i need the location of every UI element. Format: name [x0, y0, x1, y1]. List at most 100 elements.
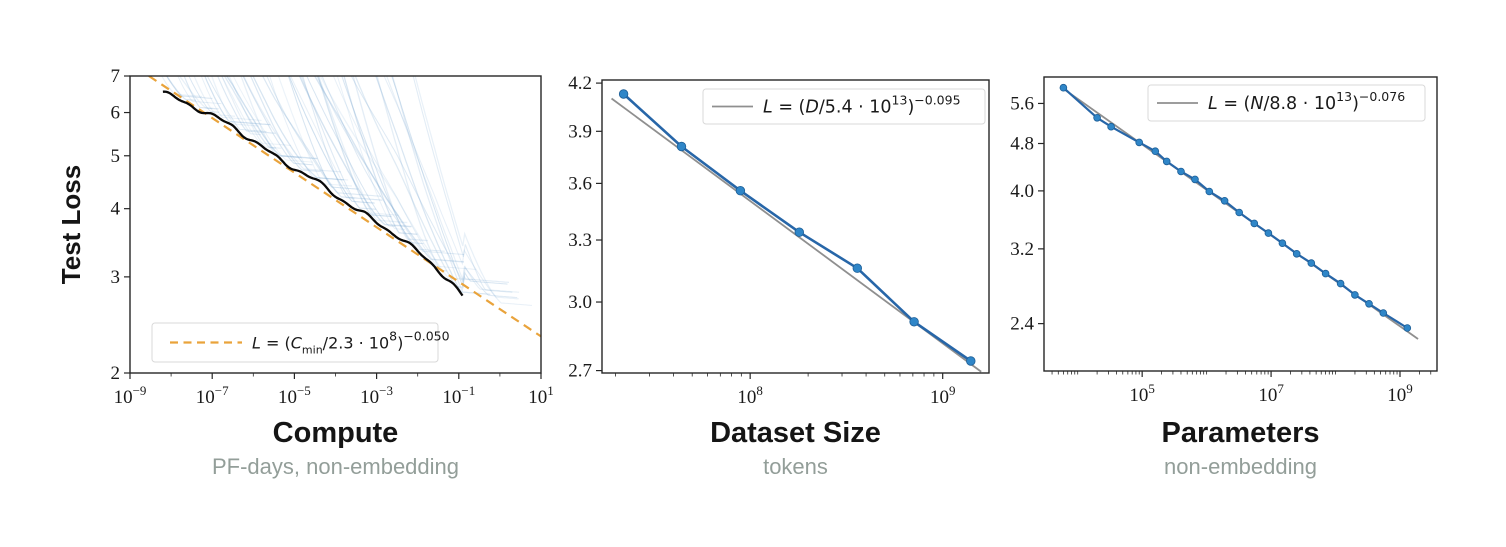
learning-curve: [391, 76, 510, 293]
x-tick-label: 10−3: [360, 383, 393, 408]
data-point: [966, 356, 976, 366]
data-point: [1250, 219, 1259, 228]
learning-curve: [318, 76, 408, 224]
learning-curve: [221, 76, 262, 136]
data-point: [1365, 299, 1373, 308]
data-point: [1321, 269, 1330, 278]
learning-curve: [386, 76, 520, 293]
x-tick-label: 10−9: [114, 383, 147, 408]
learning-curve: [414, 76, 519, 300]
data-point: [676, 141, 687, 152]
learning-curve: [383, 76, 533, 306]
learning-curve: [317, 76, 392, 218]
learning-curve: [225, 76, 318, 160]
learning-curve: [177, 76, 222, 105]
y-tick-label: 5.6: [1010, 93, 1034, 114]
learning-curve: [269, 76, 349, 181]
data-point: [1292, 250, 1301, 258]
y-tick-label: 3.6: [568, 173, 592, 194]
data-point: [1107, 122, 1115, 131]
learning-curve: [221, 76, 292, 146]
panel-parameters: 105 107 109 5.6 4.8 4.0 3.2 2.4 Parameters non-em…: [1010, 76, 1438, 479]
x-tick-label: 105: [1129, 381, 1155, 406]
x-tick-label: 101: [528, 383, 554, 408]
learning-curve: [332, 76, 477, 270]
legend-fit-formula: L = (Cmin/2.3 · 108)−0.050: [252, 329, 450, 357]
panel-compute: 10−9 10−7 10−5 10−3 10−1 101 7 6 5 4 3 2 Compute PF-d…: [56, 66, 554, 479]
y-tick-label: 4: [111, 199, 121, 220]
learning-curve: [354, 76, 463, 288]
axes-spines: [601, 79, 990, 374]
learning-curve: [223, 76, 276, 149]
data-point: [1135, 138, 1143, 147]
learning-curve: [228, 76, 282, 149]
data-point: [1162, 157, 1171, 166]
y-axis-label: Test Loss: [56, 165, 86, 284]
y-tick-label: 4.2: [568, 73, 592, 94]
legend-box: [151, 322, 439, 363]
learning-curve: [183, 76, 219, 110]
data-point: [1235, 208, 1243, 217]
axis-subtitle: non-embedding: [1164, 454, 1317, 479]
data-point: [794, 227, 805, 237]
y-tick-label: 5: [111, 146, 121, 167]
learning-curve: [376, 76, 447, 272]
x-tick-label: 107: [1258, 381, 1284, 406]
y-tick-label: 3.3: [568, 230, 592, 251]
axis-title: Parameters: [1162, 417, 1320, 449]
learning-curve: [302, 76, 355, 199]
y-tick-label: 3: [111, 267, 121, 288]
learning-curve: [249, 76, 321, 173]
learning-curve: [288, 76, 375, 204]
axis-subtitle: tokens: [763, 454, 828, 479]
data-point: [1403, 324, 1412, 332]
learning-curve: [375, 76, 491, 295]
learning-curve: [165, 76, 213, 99]
learning-curve: [240, 76, 302, 159]
x-tick-label: 108: [737, 383, 763, 408]
learning-curve: [166, 76, 197, 101]
y-tick-label: 6: [111, 103, 121, 124]
x-tick-label: 10−1: [442, 383, 475, 408]
y-tick-label: 3.0: [568, 292, 592, 313]
legend-fit-formula: L = (N/8.8 · 1013)−0.076: [1208, 89, 1405, 114]
data-point: [1278, 239, 1287, 248]
learning-curve: [217, 76, 276, 134]
learning-curve: [206, 76, 267, 132]
learning-curve: [252, 76, 344, 181]
data-point: [735, 185, 746, 196]
y-tick-label: 3.2: [1010, 239, 1034, 260]
learning-curve: [336, 76, 406, 230]
y-tick-label: 2: [111, 363, 121, 384]
data-point: [1351, 291, 1359, 299]
learning-curve: [188, 76, 220, 113]
learning-curve: [321, 76, 445, 252]
learning-curve: [178, 76, 213, 110]
data-point: [1177, 167, 1185, 176]
data-point: [618, 89, 629, 99]
learning-curve: [204, 76, 271, 126]
data-point: [1307, 259, 1316, 267]
learning-curve: [341, 76, 424, 245]
learning-curve: [242, 76, 313, 166]
learning-curve: [350, 76, 518, 299]
learning-curve: [242, 76, 341, 173]
data-point: [1220, 197, 1229, 205]
learning-curve: [316, 76, 465, 256]
x-tick-label: 109: [930, 383, 956, 408]
data-point: [1151, 147, 1160, 156]
learning-curve: [232, 76, 314, 163]
data-point: [1059, 83, 1068, 92]
legend-fit-formula: L = (D/5.4 · 1013)−0.095: [763, 93, 961, 118]
legend-box: [1147, 84, 1426, 122]
learning-curve: [193, 76, 236, 117]
pareto-envelope-line: [162, 90, 464, 297]
learning-curve: [277, 76, 353, 187]
learning-curve: [391, 76, 508, 289]
learning-curve: [306, 76, 396, 227]
panel-dataset-size: 108 109 4.2 3.9 3.6 3.3 3.0 2.7 Dataset Size toke…: [568, 73, 990, 479]
plot-area: [611, 89, 982, 373]
y-tick-label: 4.8: [1010, 134, 1034, 155]
data-point: [1264, 229, 1273, 237]
